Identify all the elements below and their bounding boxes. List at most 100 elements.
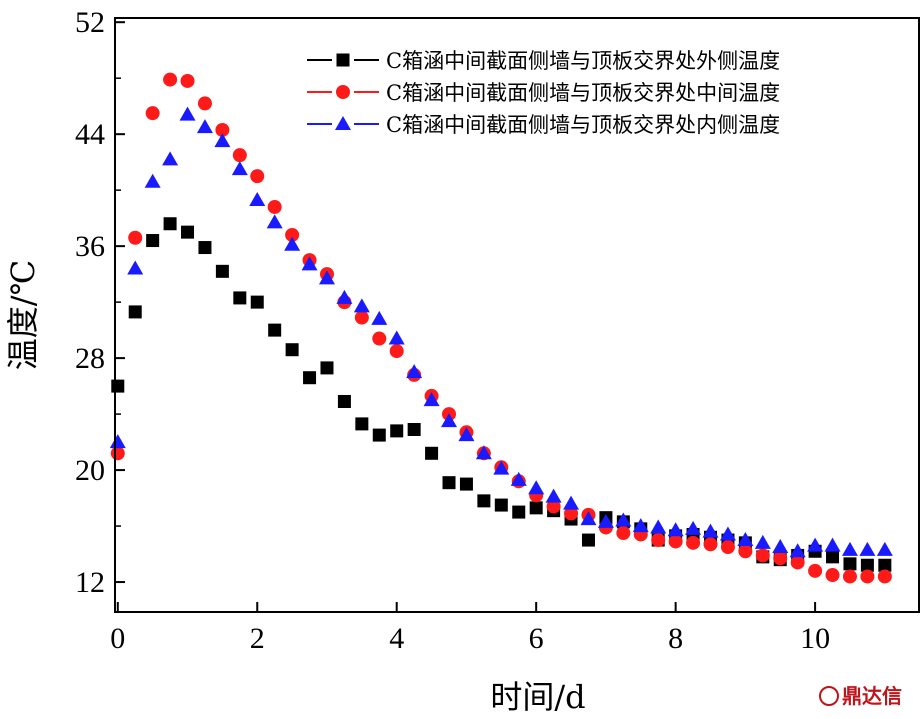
data-point [510, 471, 527, 486]
data-point [494, 498, 508, 512]
data-point [789, 543, 806, 558]
data-point [215, 264, 229, 278]
x-tick-label: 6 [529, 622, 544, 655]
data-point [738, 544, 753, 559]
x-tick-label: 4 [389, 622, 404, 655]
data-point [667, 522, 684, 537]
legend-item: C箱涵中间截面侧墙与顶板交界处外侧温度 [307, 49, 780, 73]
data-point [528, 480, 545, 495]
data-point [563, 495, 580, 510]
data-point [877, 569, 892, 584]
y-tick-label: 20 [75, 454, 105, 487]
data-point [581, 533, 595, 547]
data-point [266, 214, 283, 229]
x-tick-label: 8 [668, 622, 683, 655]
x-axis-label: 时间/d [490, 678, 585, 716]
data-point [876, 541, 893, 556]
data-point [459, 477, 473, 491]
data-point [512, 505, 526, 519]
data-point [285, 227, 300, 242]
data-point [824, 537, 841, 552]
data-point [355, 417, 369, 431]
data-point [285, 343, 299, 357]
data-point [442, 476, 456, 490]
data-point [267, 199, 282, 214]
data-point [145, 106, 160, 121]
data-point [146, 234, 160, 248]
series-square [111, 217, 892, 572]
data-point [545, 488, 562, 503]
legend-item: C箱涵中间截面侧墙与顶板交界处内侧温度 [307, 113, 780, 137]
data-point [423, 392, 440, 407]
x-tick-label: 2 [250, 622, 265, 655]
data-point [754, 534, 771, 549]
data-point [807, 537, 824, 552]
y-tick-label: 28 [75, 342, 105, 375]
data-point [232, 148, 247, 163]
data-point [529, 501, 543, 515]
legend-marker [336, 53, 350, 67]
data-point [668, 534, 683, 549]
y-tick-label: 52 [75, 6, 105, 39]
data-point [737, 532, 754, 547]
data-point [842, 569, 857, 584]
data-point [353, 298, 370, 313]
series-triangle [109, 106, 893, 558]
data-point [686, 535, 701, 550]
data-point [651, 533, 666, 548]
data-point [720, 540, 735, 555]
data-point [301, 256, 318, 271]
data-point [564, 506, 579, 521]
data-marks [109, 72, 893, 584]
data-point [859, 541, 876, 556]
data-point [336, 289, 353, 304]
legend-marker [336, 85, 350, 99]
data-point [458, 427, 475, 442]
data-point [493, 460, 510, 475]
data-point [546, 499, 561, 514]
data-point [755, 548, 770, 563]
data-point [860, 569, 875, 584]
data-point [163, 217, 177, 231]
data-point [773, 551, 788, 566]
data-point [826, 550, 840, 564]
y-axis-label: 温度/℃ [4, 260, 42, 371]
data-point [597, 513, 614, 528]
data-point [318, 270, 335, 285]
data-point [215, 122, 230, 137]
data-point [616, 526, 631, 541]
data-point [110, 446, 125, 461]
y-tick-label: 44 [75, 118, 105, 151]
data-point [109, 434, 126, 449]
data-point [128, 305, 142, 319]
data-point [320, 361, 334, 375]
data-point [181, 225, 195, 239]
legend-item: C箱涵中间截面侧墙与顶板交界处中间温度 [307, 81, 780, 105]
y-tick-label: 36 [75, 230, 105, 263]
data-point [650, 519, 667, 534]
data-point [389, 344, 404, 359]
data-point [441, 413, 458, 428]
data-point [127, 260, 144, 275]
data-point [580, 511, 597, 526]
data-point [772, 539, 789, 554]
data-point [477, 494, 491, 508]
data-point [128, 230, 143, 245]
data-point [111, 379, 125, 393]
data-point [250, 169, 265, 184]
data-point [268, 323, 282, 337]
watermark-text: 鼎达信 [842, 684, 902, 708]
legend: C箱涵中间截面侧墙与顶板交界处外侧温度 C箱涵中间截面侧墙与顶板交界处中间温度 C箱… [307, 49, 780, 137]
data-point [198, 241, 212, 255]
data-point [685, 520, 702, 535]
data-point [372, 331, 387, 346]
data-point [702, 523, 719, 538]
data-point [615, 512, 632, 527]
data-point [825, 568, 840, 583]
data-point [354, 310, 369, 325]
data-point [196, 119, 213, 134]
data-point [303, 371, 317, 385]
data-point [337, 394, 351, 408]
data-point [632, 518, 649, 533]
